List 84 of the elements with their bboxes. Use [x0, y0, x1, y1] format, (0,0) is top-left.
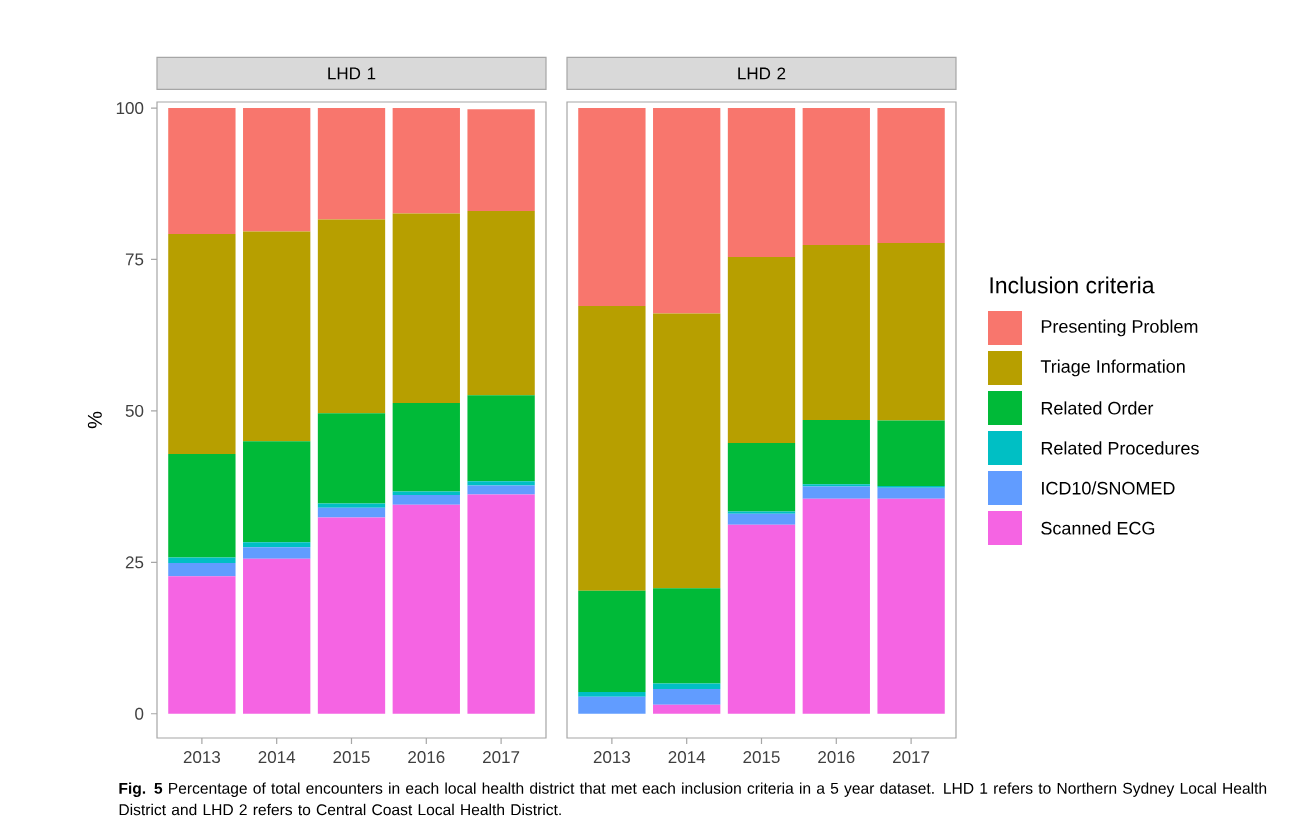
y-tick-label: 0	[135, 707, 144, 720]
bar	[243, 558, 311, 714]
x-tick-label: 2015	[743, 751, 780, 764]
bar	[653, 704, 721, 714]
legend-label: Triage Information	[1040, 359, 1185, 377]
bar	[168, 234, 236, 454]
bar	[392, 491, 460, 496]
bar	[877, 243, 945, 421]
bar	[168, 453, 236, 558]
bar	[243, 231, 311, 442]
bar	[802, 108, 870, 245]
x-tick-label: 2013	[593, 751, 631, 764]
bar	[392, 403, 460, 492]
bar	[877, 498, 945, 714]
bar	[168, 562, 236, 577]
x-tick-label: 2014	[668, 751, 706, 764]
legend-label: Scanned ECG	[1041, 521, 1155, 535]
x-tick-label: 2017	[893, 751, 930, 764]
bar	[653, 108, 721, 314]
y-tick-label: 25	[125, 556, 144, 569]
chart-title: LHD 2	[738, 67, 786, 80]
bar	[877, 487, 945, 499]
bar	[727, 257, 796, 443]
bar	[727, 443, 796, 512]
bar	[578, 108, 646, 307]
x-tick-label: 2016	[408, 751, 445, 764]
x-tick-label: 2013	[183, 751, 221, 764]
bar	[802, 244, 870, 420]
bar	[392, 108, 460, 214]
x-tick-label: 2017	[483, 751, 520, 764]
bar	[317, 517, 386, 714]
x-tick-label: 2015	[333, 751, 370, 764]
bar	[802, 484, 870, 487]
bar	[392, 213, 460, 404]
y-tick-label: 50	[125, 404, 144, 417]
bar	[578, 306, 646, 591]
x-tick-label: 2014	[258, 751, 296, 764]
bar	[802, 486, 870, 499]
bar	[243, 542, 311, 548]
bar	[578, 590, 646, 692]
text: Fig. 5 Percentage of total encounters in each local health district that met each inclusion criteria in a 5 year dataset. LHD 1 refers to Northern Sydney Local Health District and LHD 2 refers to Central Coast Local Health District.	[119, 782, 1267, 816]
bar	[392, 504, 460, 714]
bar	[653, 313, 721, 589]
bar	[317, 503, 386, 508]
bar	[317, 413, 386, 504]
bar	[467, 211, 535, 396]
bar	[392, 495, 460, 505]
bar	[317, 108, 386, 220]
bar	[802, 419, 870, 485]
bar	[467, 481, 535, 486]
bar	[578, 691, 646, 697]
bar	[317, 507, 386, 518]
legend-title: Inclusion criteria	[990, 276, 1155, 294]
bar	[727, 524, 796, 714]
y-axis-title: %	[87, 411, 102, 429]
bar	[877, 420, 945, 487]
bar	[727, 108, 796, 258]
chart-title: LHD 1	[328, 67, 376, 80]
bar	[653, 683, 721, 689]
bar	[653, 688, 721, 705]
legend-label: Related Procedures	[1041, 441, 1199, 455]
bar	[877, 108, 945, 244]
bar	[727, 513, 796, 525]
bar	[467, 395, 535, 482]
bar	[317, 219, 386, 414]
y-tick-label: 100	[116, 102, 144, 115]
bar	[243, 108, 311, 232]
bar	[168, 576, 236, 714]
bar	[802, 498, 870, 714]
bar	[243, 547, 311, 559]
x-tick-label: 2016	[818, 751, 855, 764]
bar	[653, 588, 721, 684]
y-tick-label: 75	[125, 253, 144, 266]
legend-label: ICD10/SNOMED	[1042, 481, 1175, 495]
bar	[168, 108, 236, 235]
bar	[467, 109, 535, 212]
bar	[727, 511, 796, 514]
bar	[243, 441, 311, 543]
legend-label: Presenting Problem	[1041, 319, 1198, 337]
bar	[168, 557, 236, 563]
bar	[467, 485, 535, 495]
bar	[578, 696, 646, 714]
bar	[467, 494, 535, 714]
legend-label: Related Order	[1041, 401, 1154, 415]
